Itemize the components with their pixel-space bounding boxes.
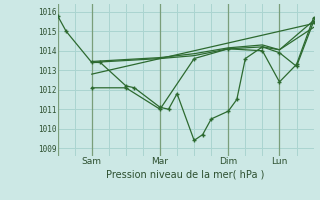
- X-axis label: Pression niveau de la mer( hPa ): Pression niveau de la mer( hPa ): [107, 169, 265, 179]
